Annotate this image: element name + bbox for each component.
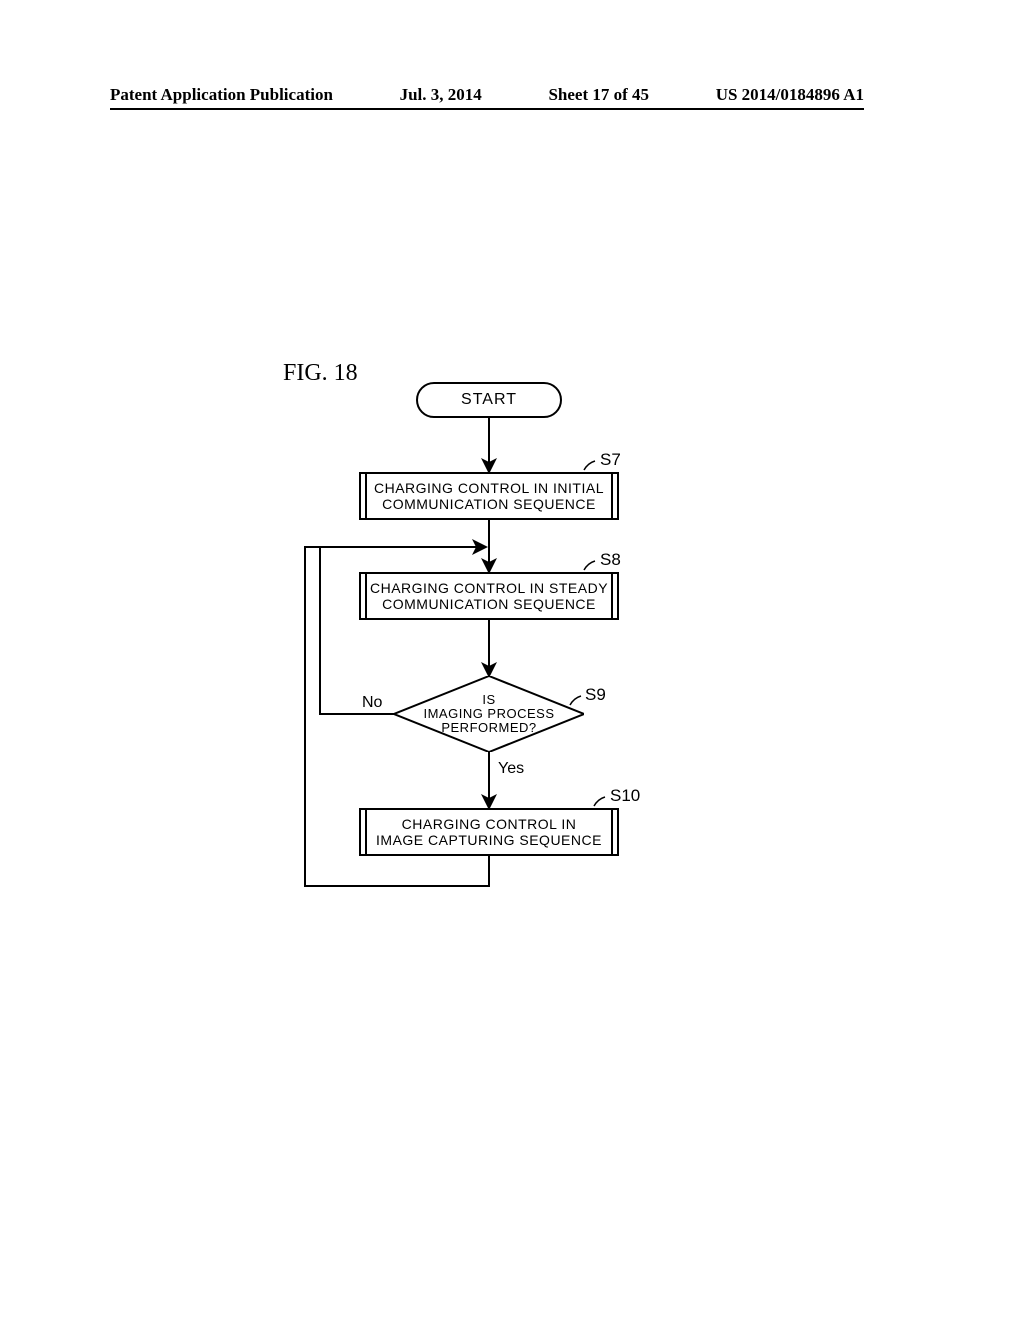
step-label-s9: S9 <box>585 685 606 705</box>
step-label-s8: S8 <box>600 550 621 570</box>
process-s8: CHARGING CONTROL IN STEADY COMMUNICATION… <box>359 572 619 620</box>
process-s10-text: CHARGING CONTROL IN IMAGE CAPTURING SEQU… <box>376 816 602 848</box>
process-s7-text: CHARGING CONTROL IN INITIAL COMMUNICATIO… <box>374 480 604 512</box>
flowchart-connectors <box>0 0 1024 1320</box>
step-label-s10: S10 <box>610 786 640 806</box>
decision-s9-text: IS IMAGING PROCESS PERFORMED? <box>423 693 554 736</box>
process-s7: CHARGING CONTROL IN INITIAL COMMUNICATIO… <box>359 472 619 520</box>
branch-yes: Yes <box>498 760 524 778</box>
branch-no: No <box>362 694 382 712</box>
start-node: START <box>416 382 562 418</box>
decision-s9: IS IMAGING PROCESS PERFORMED? <box>394 676 584 752</box>
step-label-s7: S7 <box>600 450 621 470</box>
process-s8-text: CHARGING CONTROL IN STEADY COMMUNICATION… <box>370 580 608 612</box>
process-s10: CHARGING CONTROL IN IMAGE CAPTURING SEQU… <box>359 808 619 856</box>
start-text: START <box>461 391 517 409</box>
